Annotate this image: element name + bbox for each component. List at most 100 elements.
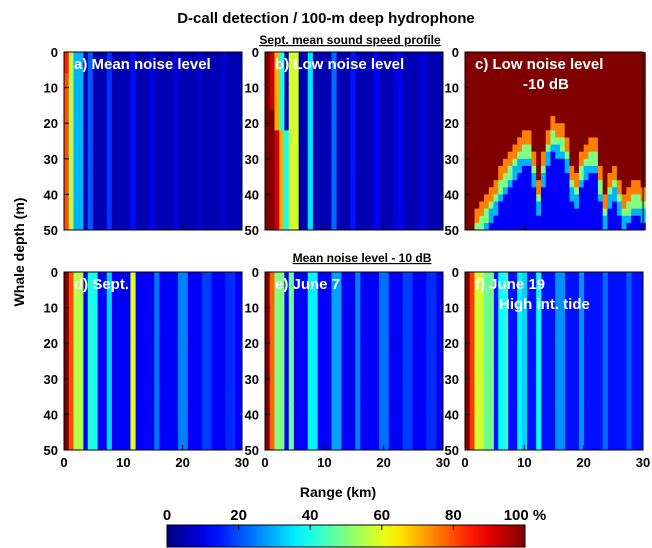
- heatmap-cell: [279, 101, 285, 110]
- heatmap-cell: [521, 321, 528, 330]
- heatmap-cell: [483, 208, 490, 217]
- heatmap-cell: [402, 286, 408, 294]
- heatmap-cell: [626, 421, 632, 430]
- heatmap-cell: [383, 314, 389, 323]
- heatmap-cell: [350, 151, 356, 160]
- heatmap-cell: [68, 400, 74, 408]
- heatmap-cell: [149, 73, 155, 81]
- heatmap-cell: [393, 80, 399, 88]
- heatmap-cell: [130, 343, 136, 351]
- heatmap-cell: [602, 52, 608, 60]
- heatmap-cell: [612, 222, 618, 231]
- heatmap-cell: [559, 385, 566, 394]
- heatmap-cell: [206, 414, 212, 422]
- heatmap-cell: [612, 94, 618, 103]
- heatmap-cell: [355, 336, 361, 344]
- heatmap-cell: [421, 66, 427, 74]
- heatmap-cell: [507, 108, 513, 117]
- heatmap-cell: [555, 151, 561, 160]
- heatmap-cell: [483, 286, 490, 294]
- heatmap-cell: [555, 180, 561, 188]
- heatmap-cell: [502, 300, 509, 308]
- heatmap-cell: [274, 201, 280, 210]
- heatmap-cell: [602, 442, 608, 451]
- heatmap-cell: [559, 307, 566, 316]
- heatmap-cell: [583, 123, 589, 131]
- heatmap-cell: [336, 414, 342, 422]
- heatmap-cell: [201, 442, 207, 451]
- heatmap-cell: [106, 421, 112, 430]
- heatmap-cell: [225, 421, 231, 430]
- heatmap-cell: [274, 87, 280, 96]
- heatmap-cell: [559, 187, 566, 195]
- heatmap-cell: [536, 428, 542, 437]
- heatmap-cell: [578, 201, 585, 210]
- heatmap-cell: [536, 378, 542, 387]
- heatmap-cell: [230, 393, 236, 401]
- heatmap-cell: [512, 87, 518, 96]
- heatmap-cell: [92, 414, 98, 422]
- heatmap-cell: [274, 435, 280, 444]
- heatmap-cell: [545, 101, 551, 110]
- heatmap-cell: [555, 414, 561, 422]
- heatmap-cell: [597, 144, 604, 153]
- heatmap-cell: [279, 130, 285, 138]
- heatmap-cell: [502, 151, 509, 160]
- heatmap-cell: [602, 428, 608, 437]
- heatmap-cell: [583, 222, 589, 231]
- heatmap-cell: [631, 116, 637, 124]
- heatmap-cell: [431, 293, 437, 301]
- heatmap-cell: [73, 307, 79, 316]
- heatmap-cell: [265, 364, 271, 373]
- heatmap-cell: [479, 108, 485, 117]
- heatmap-cell: [106, 101, 112, 110]
- heatmap-cell: [626, 293, 632, 301]
- heatmap-cell: [498, 194, 504, 202]
- heatmap-cell: [182, 407, 188, 415]
- heatmap-cell: [130, 173, 136, 181]
- heatmap-cell: [274, 321, 280, 330]
- y-tick-label: 40: [445, 407, 459, 422]
- heatmap-cell: [474, 87, 480, 96]
- heatmap-cell: [536, 321, 542, 330]
- heatmap-cell: [536, 371, 542, 380]
- heatmap-cell: [279, 180, 285, 188]
- heatmap-cell: [355, 442, 361, 451]
- panel-frame: [63, 271, 243, 451]
- heatmap-cell: [521, 350, 528, 358]
- heatmap-cell: [383, 393, 389, 401]
- heatmap-cell: [87, 314, 93, 323]
- heatmap-cell: [397, 123, 404, 131]
- heatmap-cell: [331, 180, 337, 188]
- heatmap-cell: [607, 187, 613, 195]
- heatmap-cell: [578, 421, 585, 430]
- heatmap-cell: [512, 73, 518, 81]
- heatmap-cell: [331, 208, 337, 217]
- heatmap-cell: [68, 300, 74, 308]
- heatmap-cell: [517, 314, 523, 323]
- heatmap-cell: [225, 321, 231, 330]
- heatmap-cell: [265, 108, 271, 117]
- heatmap-cell: [378, 300, 385, 308]
- heatmap-cell: [559, 73, 566, 81]
- heatmap-cell: [73, 343, 79, 351]
- heatmap-cell: [149, 222, 155, 231]
- heatmap-cell: [593, 194, 599, 202]
- heatmap-cell: [521, 201, 528, 210]
- heatmap-cell: [393, 137, 399, 145]
- heatmap-cell: [177, 407, 184, 415]
- heatmap-cell: [106, 321, 112, 330]
- heatmap-cell: [526, 108, 532, 117]
- heatmap-cell: [583, 137, 589, 145]
- heatmap-cell: [493, 165, 499, 174]
- heatmap-cell: [64, 151, 70, 160]
- heatmap-cell: [531, 130, 537, 138]
- heatmap-cell: [220, 52, 226, 60]
- heatmap-cell: [269, 343, 275, 351]
- heatmap-cell: [220, 201, 226, 210]
- heatmap-cell: [474, 180, 480, 188]
- heatmap-cell: [550, 52, 556, 60]
- heatmap-cell: [307, 407, 313, 415]
- heatmap-cell: [106, 378, 112, 387]
- heatmap-cell: [407, 279, 413, 287]
